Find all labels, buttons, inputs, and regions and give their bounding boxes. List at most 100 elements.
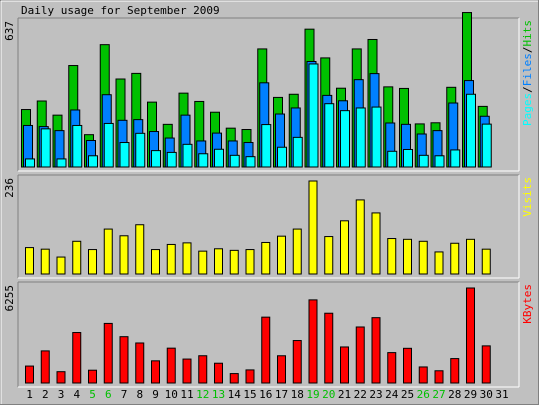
x-tick-label: 2 bbox=[42, 388, 49, 401]
kbytes-bar bbox=[450, 358, 460, 384]
kbytes-bar bbox=[151, 360, 160, 384]
x-tick-label: 6 bbox=[105, 388, 112, 401]
x-tick-label: 3 bbox=[58, 388, 65, 401]
legend-separator: / bbox=[521, 47, 534, 54]
kbytes-bar bbox=[245, 369, 255, 384]
x-tick-label: 14 bbox=[228, 388, 242, 401]
kbytes-bar bbox=[308, 299, 318, 384]
pages-bar bbox=[434, 155, 445, 168]
x-tick-label: 22 bbox=[354, 388, 367, 401]
panel-legend: Visits bbox=[521, 177, 534, 217]
x-tick-label: 24 bbox=[385, 388, 399, 401]
kbytes-bar bbox=[481, 345, 491, 384]
visits-bar bbox=[151, 249, 160, 275]
kbytes-bar bbox=[103, 322, 113, 384]
pages-bar bbox=[418, 154, 429, 168]
pages-bar bbox=[88, 155, 98, 168]
x-tick-label: 23 bbox=[369, 388, 382, 401]
pages-bar bbox=[308, 63, 319, 168]
visits-bar bbox=[481, 248, 491, 275]
pages-bar bbox=[371, 106, 382, 168]
pages-bar bbox=[481, 123, 492, 168]
kbytes-bar bbox=[277, 355, 286, 384]
visits-bar bbox=[245, 249, 255, 275]
legend-entry: KBytes bbox=[521, 284, 534, 324]
kbytes-bar bbox=[261, 316, 271, 384]
x-tick-label: 10 bbox=[165, 388, 178, 401]
pages-bar bbox=[387, 150, 398, 168]
panel-max-label: 6255 bbox=[3, 285, 16, 312]
pages-bar bbox=[25, 158, 35, 168]
x-tick-label: 28 bbox=[448, 388, 461, 401]
kbytes-bar bbox=[88, 369, 97, 384]
pages-bar bbox=[151, 150, 161, 168]
chart-title: Daily usage for September 2009 bbox=[21, 4, 220, 17]
visits-bar bbox=[387, 238, 397, 275]
x-tick-label: 8 bbox=[136, 388, 143, 401]
pages-bar bbox=[103, 122, 114, 168]
visits-bar bbox=[56, 256, 66, 275]
kbytes-bar bbox=[135, 342, 145, 384]
panel-legend: KBytes bbox=[521, 284, 534, 324]
x-tick-label: 5 bbox=[89, 388, 96, 401]
kbytes-bar bbox=[25, 365, 34, 384]
kbytes-bar bbox=[182, 358, 192, 384]
x-tick-label: 12 bbox=[196, 388, 209, 401]
kbytes-bar bbox=[466, 287, 475, 384]
visits-bar bbox=[25, 247, 34, 275]
pages-bar bbox=[340, 110, 350, 168]
pages-bar bbox=[261, 124, 272, 168]
x-tick-label: 20 bbox=[322, 388, 335, 401]
visits-bar bbox=[198, 250, 208, 275]
kbytes-bar bbox=[340, 346, 349, 384]
visits-bar bbox=[135, 224, 145, 275]
visits-bar bbox=[371, 212, 381, 275]
pages-bar bbox=[450, 149, 461, 168]
x-tick-label: 26 bbox=[417, 388, 430, 401]
visits-bar bbox=[403, 238, 412, 275]
pages-bar bbox=[72, 124, 83, 168]
visits-bar bbox=[418, 240, 428, 275]
legend-separator: / bbox=[521, 86, 534, 93]
kbytes-bar bbox=[119, 336, 129, 384]
pages-bar bbox=[277, 146, 287, 168]
x-tick-label: 31 bbox=[495, 388, 508, 401]
x-tick-label: 7 bbox=[121, 388, 128, 401]
pages-bar bbox=[198, 153, 209, 168]
visits-bar bbox=[72, 240, 82, 275]
x-tick-label: 9 bbox=[152, 388, 159, 401]
kbytes-bar bbox=[198, 355, 208, 384]
visits-bar bbox=[466, 238, 475, 275]
visits-bar bbox=[292, 228, 302, 275]
visits-bar bbox=[261, 241, 271, 275]
pages-bar bbox=[119, 142, 130, 168]
pages-bar bbox=[324, 103, 335, 168]
x-tick-label: 13 bbox=[212, 388, 225, 401]
x-tick-label: 17 bbox=[275, 388, 288, 401]
x-tick-label: 21 bbox=[338, 388, 351, 401]
kbytes-bar bbox=[434, 370, 444, 384]
visits-bar bbox=[324, 236, 334, 275]
x-tick-label: 15 bbox=[243, 388, 256, 401]
kbytes-bar bbox=[418, 366, 428, 384]
x-tick-label: 18 bbox=[291, 388, 304, 401]
visits-bar bbox=[229, 249, 239, 275]
pages-bar bbox=[56, 158, 67, 168]
legend-entry: Pages bbox=[521, 93, 534, 126]
x-tick-label: 27 bbox=[432, 388, 445, 401]
visits-bar bbox=[340, 220, 349, 275]
pages-bar bbox=[214, 148, 224, 168]
kbytes-bar bbox=[40, 350, 50, 384]
legend-entry: Hits bbox=[521, 20, 534, 47]
legend-entry: Visits bbox=[521, 177, 534, 217]
pages-bar bbox=[229, 154, 240, 168]
kbytes-bar bbox=[387, 352, 397, 384]
pages-bar bbox=[245, 156, 256, 168]
visits-bar bbox=[166, 243, 176, 275]
x-axis-day-labels: 1 2 3 4 5 6 7 8 9 10 11 12 13 14 15 16 17 18 19 20 21 22 23 24 2… bbox=[26, 388, 508, 401]
kbytes-bar bbox=[166, 347, 176, 384]
panel-legend: Pages/Files/Hits bbox=[521, 20, 534, 126]
visits-bar bbox=[119, 235, 129, 275]
kbytes-bar bbox=[371, 317, 381, 384]
